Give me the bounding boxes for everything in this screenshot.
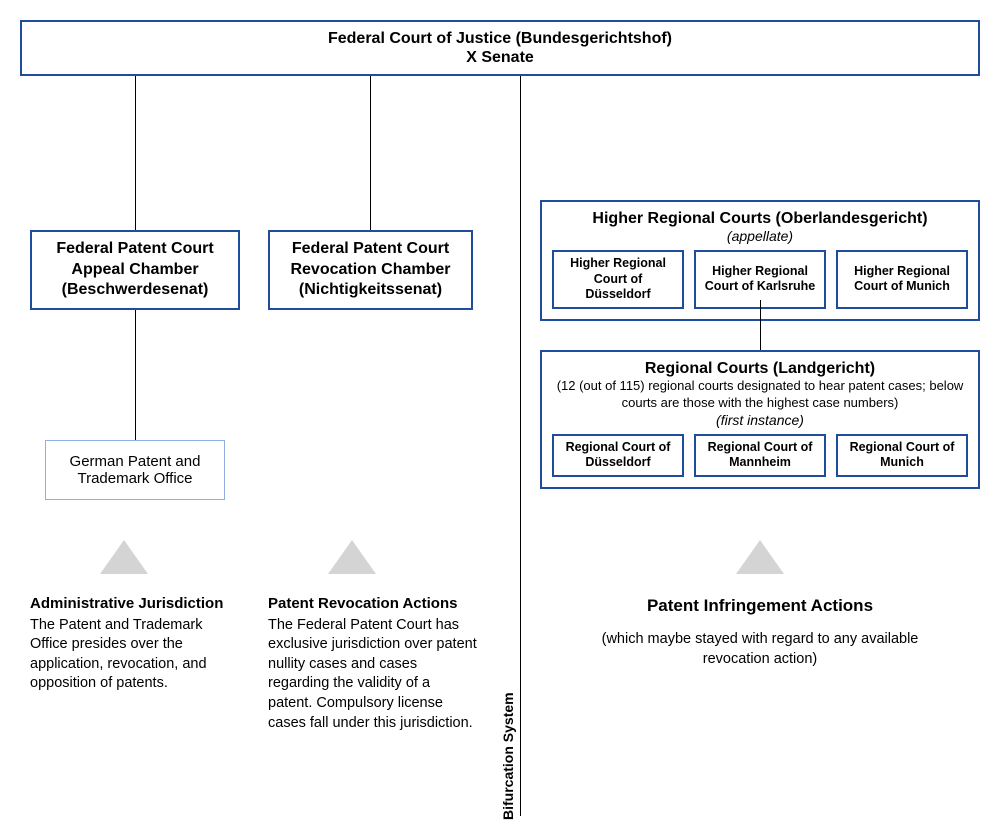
revocation-chamber-l1: Federal Patent Court bbox=[292, 239, 449, 260]
mid-desc-title: Patent Revocation Actions bbox=[268, 595, 478, 614]
regional-subtitle: (first instance) bbox=[552, 412, 968, 428]
regional-row: Regional Court of Düsseldorf Regional Co… bbox=[552, 434, 968, 477]
appeal-chamber-box: Federal Patent Court Appeal Chamber (Bes… bbox=[30, 230, 240, 310]
left-desc-block: Administrative Jurisdiction The Patent a… bbox=[30, 595, 225, 694]
left-desc-body: The Patent and Trademark Office presides… bbox=[30, 616, 225, 694]
patent-office-box: German Patent and Trademark Office bbox=[45, 440, 225, 500]
revocation-chamber-box: Federal Patent Court Revocation Chamber … bbox=[268, 230, 473, 310]
regional-note: (12 (out of 115) regional courts designa… bbox=[552, 378, 968, 412]
appeal-chamber-l3: (Beschwerdesenat) bbox=[62, 280, 209, 301]
higher-court-munich: Higher Regional Court of Munich bbox=[836, 250, 968, 309]
bifurcation-divider-line bbox=[520, 76, 521, 816]
top-court-box: Federal Court of Justice (Bundesgerichts… bbox=[20, 20, 980, 76]
bifurcation-label: Bifurcation System bbox=[500, 692, 516, 820]
revocation-chamber-l3: (Nichtigkeitssenat) bbox=[299, 280, 442, 301]
connector-appeal-to-office bbox=[135, 310, 136, 440]
appeal-chamber-l2: Appeal Chamber bbox=[71, 260, 198, 281]
arrow-right-icon bbox=[736, 540, 784, 574]
regional-court-munich: Regional Court of Munich bbox=[836, 434, 968, 477]
appeal-chamber-l1: Federal Patent Court bbox=[56, 239, 213, 260]
arrow-mid-icon bbox=[328, 540, 376, 574]
regional-title: Regional Courts (Landgericht) bbox=[552, 360, 968, 378]
mid-desc-block: Patent Revocation Actions The Federal Pa… bbox=[268, 595, 478, 733]
mid-desc-body: The Federal Patent Court has exclusive j… bbox=[268, 616, 478, 733]
right-desc-title: Patent Infringement Actions bbox=[570, 595, 950, 616]
left-desc-title: Administrative Jurisdiction bbox=[30, 595, 225, 614]
connector-top-to-mid bbox=[370, 76, 371, 230]
regional-court-mannheim: Regional Court of Mannheim bbox=[694, 434, 826, 477]
top-court-line1: Federal Court of Justice (Bundesgerichts… bbox=[328, 29, 672, 50]
connector-top-to-left bbox=[135, 76, 136, 230]
regional-group: Regional Courts (Landgericht) (12 (out o… bbox=[540, 350, 980, 489]
higher-regional-title: Higher Regional Courts (Oberlandesgerich… bbox=[552, 210, 968, 228]
arrow-left-icon bbox=[100, 540, 148, 574]
revocation-chamber-l2: Revocation Chamber bbox=[290, 260, 450, 281]
higher-court-dusseldorf: Higher Regional Court of Düsseldorf bbox=[552, 250, 684, 309]
regional-court-dusseldorf: Regional Court of Düsseldorf bbox=[552, 434, 684, 477]
top-court-line2: X Senate bbox=[466, 49, 534, 67]
right-desc-body: (which maybe stayed with regard to any a… bbox=[570, 630, 950, 669]
connector-higher-to-regional bbox=[760, 300, 761, 350]
right-desc-block: Patent Infringement Actions (which maybe… bbox=[570, 595, 950, 669]
patent-office-label: German Patent and Trademark Office bbox=[56, 453, 214, 487]
higher-regional-subtitle: (appellate) bbox=[552, 228, 968, 244]
